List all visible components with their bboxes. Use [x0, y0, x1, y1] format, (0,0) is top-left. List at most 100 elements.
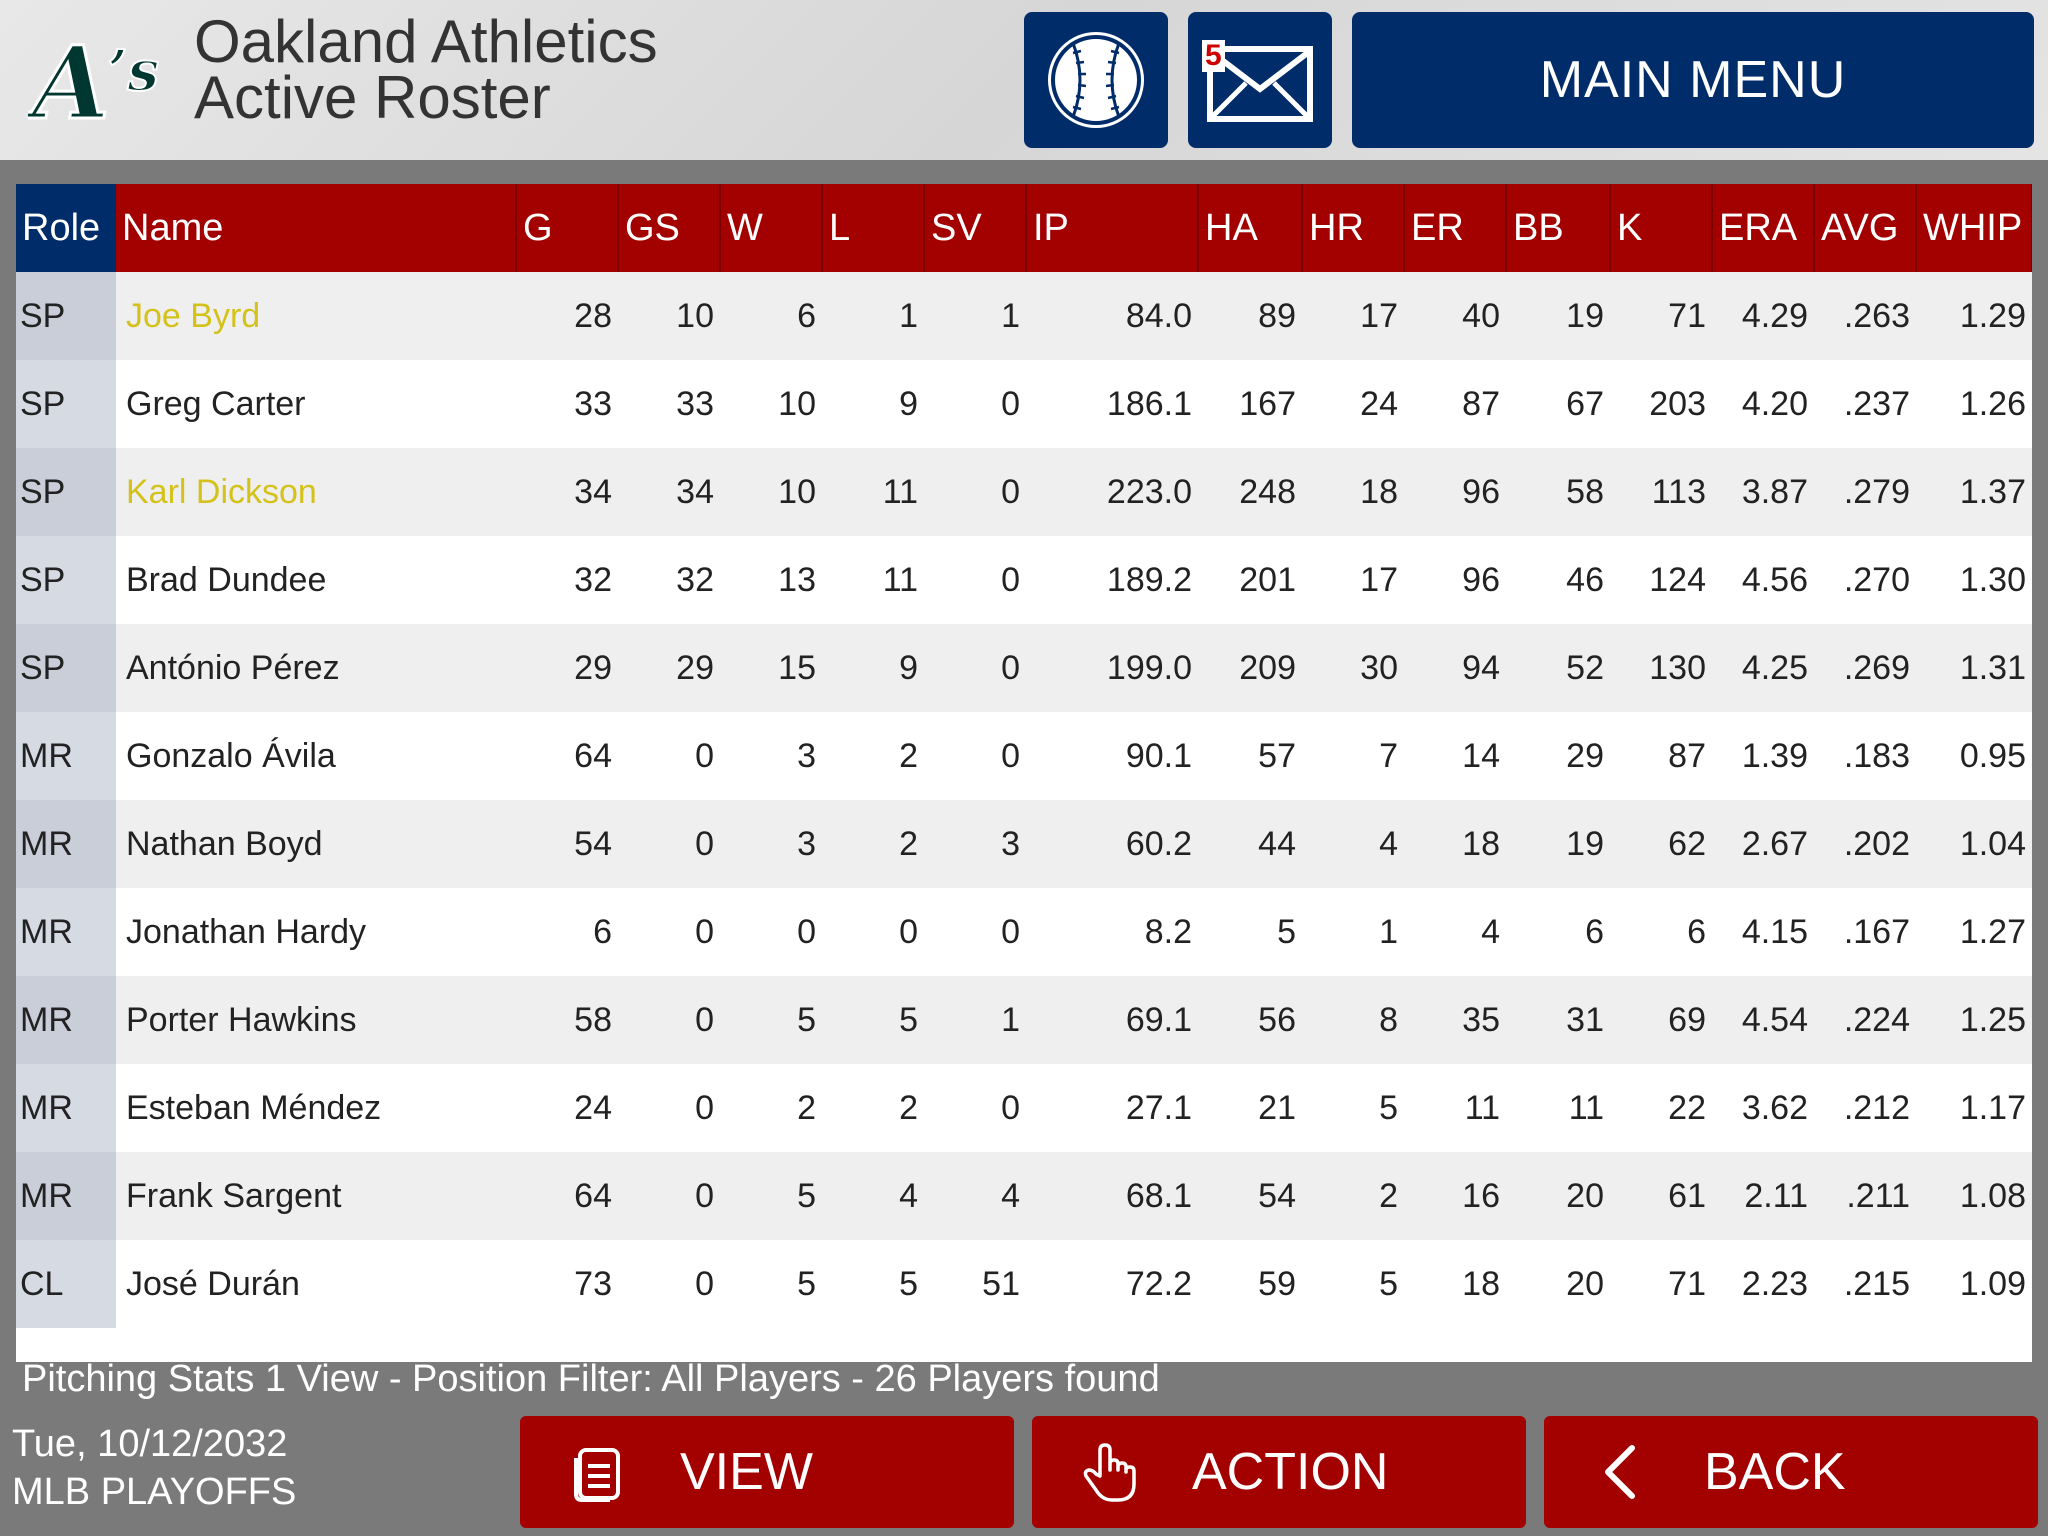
player-name[interactable]: Greg Carter [126, 384, 306, 423]
stat-ip: 199.0 [1026, 624, 1198, 712]
stat-hr: 2 [1302, 1152, 1404, 1240]
stat-gs: 0 [618, 976, 720, 1064]
table-header-row: Role Name G GS W L SV IP HA HR ER BB K ERA AVG WHIP [16, 184, 2032, 272]
stat-avg: .237 [1843, 384, 1910, 423]
player-name[interactable]: Joe Byrd [116, 272, 516, 360]
player-name[interactable]: Frank Sargent [116, 1152, 516, 1240]
stat-w: 3 [797, 736, 816, 775]
stat-er: 16 [1404, 1152, 1506, 1240]
player-name[interactable]: Esteban Méndez [126, 1088, 382, 1127]
table-row[interactable]: SP Joe Byrd 28 10 6 1 1 84.0 89 17 40 19 71 4.29.263 1… [16, 272, 2032, 360]
stat-k: 71 [1668, 1264, 1706, 1303]
stat-hr: 8 [1302, 976, 1404, 1064]
player-name[interactable]: António Pérez [116, 624, 516, 712]
stat-ha: 44 [1198, 800, 1302, 888]
stat-k: 6 [1687, 912, 1706, 951]
stat-g: 54 [516, 800, 618, 888]
roster-table[interactable]: Role Name G GS W L SV IP HA HR ER BB K ERA AVG WHIP SP J… [16, 184, 2032, 1362]
stat-hr: 4 [1302, 800, 1404, 888]
stat-g: 28 [516, 272, 618, 360]
game-date: Tue, 10/12/2032 [12, 1423, 288, 1465]
table-row[interactable]: MR Porter Hawkins 58 0 5 5 1 69.1 56 8 35 31 69 4.54.… [16, 976, 2032, 1064]
stat-sv: 51 [982, 1264, 1020, 1303]
stat-ip: 186.1 [1106, 384, 1192, 423]
stat-er: 4 [1481, 912, 1500, 951]
stat-er: 87 [1462, 384, 1500, 423]
table-row[interactable]: MR Nathan Boyd 54 0 3 2 3 60.2 44 4 18 19 62 2.67.202… [16, 800, 2032, 888]
column-header-bb[interactable]: BB [1506, 184, 1611, 272]
player-name[interactable]: José Durán [126, 1264, 300, 1303]
column-header-hr[interactable]: HR [1302, 184, 1405, 272]
unread-count-badge: 5 [1202, 40, 1225, 72]
column-header-k[interactable]: K [1610, 184, 1713, 272]
stat-w: 5 [720, 976, 822, 1064]
stat-avg: .202 [1814, 800, 1916, 888]
column-header-name[interactable]: Name [116, 184, 517, 272]
column-header-avg[interactable]: AVG [1814, 184, 1917, 272]
stat-hr: 1 [1379, 912, 1398, 951]
action-button[interactable]: ACTION [1032, 1416, 1526, 1528]
player-name[interactable]: Porter Hawkins [116, 976, 516, 1064]
stat-ha: 248 [1198, 448, 1302, 536]
stat-era: 4.15 [1741, 912, 1808, 951]
stat-sv: 0 [1001, 384, 1020, 423]
column-header-ip[interactable]: IP [1026, 184, 1199, 272]
messages-button[interactable]: 5 [1188, 12, 1332, 148]
stat-avg: .224 [1814, 976, 1916, 1064]
stat-whip: 1.09 [1959, 1264, 2026, 1303]
stat-bb: 67 [1566, 384, 1604, 423]
table-row[interactable]: SP Karl Dickson 34 34 10 11 0 223.0 248 18 96 58 113… [16, 448, 2032, 536]
stat-sv: 3 [924, 800, 1026, 888]
table-row[interactable]: SP António Pérez 29 29 15 9 0 199.0 209 30 94 52 130… [16, 624, 2032, 712]
stat-l: 4 [822, 1152, 924, 1240]
column-header-whip[interactable]: WHIP [1916, 184, 2032, 272]
table-row[interactable]: MR Frank Sargent 64 0 5 4 4 68.1 54 2 16 20 61 2.11.2… [16, 1152, 2032, 1240]
column-header-l[interactable]: L [822, 184, 925, 272]
column-header-ha[interactable]: HA [1198, 184, 1303, 272]
stat-g: 64 [574, 736, 612, 775]
stat-w: 2 [797, 1088, 816, 1127]
stat-g: 64 [516, 1152, 618, 1240]
back-button[interactable]: BACK [1544, 1416, 2038, 1528]
table-row[interactable]: CL José Durán 73 0 5 5 51 72.2 59 5 18 20 71 2.23 .215… [16, 1240, 2032, 1328]
stat-k: 87 [1668, 736, 1706, 775]
stat-l: 11 [822, 448, 924, 536]
stat-bb: 31 [1506, 976, 1610, 1064]
table-row[interactable]: SP Brad Dundee 32 32 13 11 0 189.2 201 17 96 46 124 4… [16, 536, 2032, 624]
baseball-button[interactable] [1024, 12, 1168, 148]
column-header-sv[interactable]: SV [924, 184, 1027, 272]
stat-er: 18 [1462, 1264, 1500, 1303]
player-name[interactable]: Brad Dundee [126, 560, 327, 599]
column-header-era[interactable]: ERA [1712, 184, 1815, 272]
table-row[interactable]: MR Gonzalo Ávila 64 0 3 2 0 90.1 57 7 14 29 87 1.39 .1… [16, 712, 2032, 800]
player-name[interactable]: Nathan Boyd [116, 800, 516, 888]
header-bar: A ’s Oakland Athletics Active Roster [0, 0, 2048, 160]
column-header-gs[interactable]: GS [618, 184, 721, 272]
team-name: Oakland Athletics [194, 8, 658, 75]
table-row[interactable]: SP Greg Carter 33 33 10 9 0 186.1 167 24 87 67 203 4.… [16, 360, 2032, 448]
player-name[interactable]: Gonzalo Ávila [126, 736, 336, 775]
view-button[interactable]: VIEW [520, 1416, 1014, 1528]
column-header-role[interactable]: Role [16, 184, 116, 272]
column-header-er[interactable]: ER [1404, 184, 1507, 272]
player-role: MR [16, 1064, 116, 1152]
main-menu-button[interactable]: MAIN MENU [1352, 12, 2034, 148]
stat-era: 4.25 [1712, 624, 1814, 712]
stat-er: 96 [1462, 560, 1500, 599]
stat-l: 11 [882, 560, 918, 599]
table-row[interactable]: MR Jonathan Hardy 6 0 0 0 0 8.2 5 1 4 6 6 4.15 .167 1.2… [16, 888, 2032, 976]
stat-hr: 7 [1379, 736, 1398, 775]
stat-er: 14 [1462, 736, 1500, 775]
season-phase: MLB PLAYOFFS [12, 1471, 297, 1513]
stat-hr: 30 [1302, 624, 1404, 712]
player-name[interactable]: Karl Dickson [116, 448, 516, 536]
stat-gs: 0 [695, 1088, 714, 1127]
stat-whip: 1.30 [1959, 560, 2026, 599]
column-header-g[interactable]: G [516, 184, 619, 272]
stat-er: 40 [1404, 272, 1506, 360]
column-header-w[interactable]: W [720, 184, 823, 272]
stat-era: 2.11 [1712, 1152, 1814, 1240]
player-name[interactable]: Jonathan Hardy [126, 912, 367, 951]
stat-k: 22 [1668, 1088, 1706, 1127]
table-row[interactable]: MR Esteban Méndez 24 0 2 2 0 27.1 21 5 11 11 22 3.62.… [16, 1064, 2032, 1152]
